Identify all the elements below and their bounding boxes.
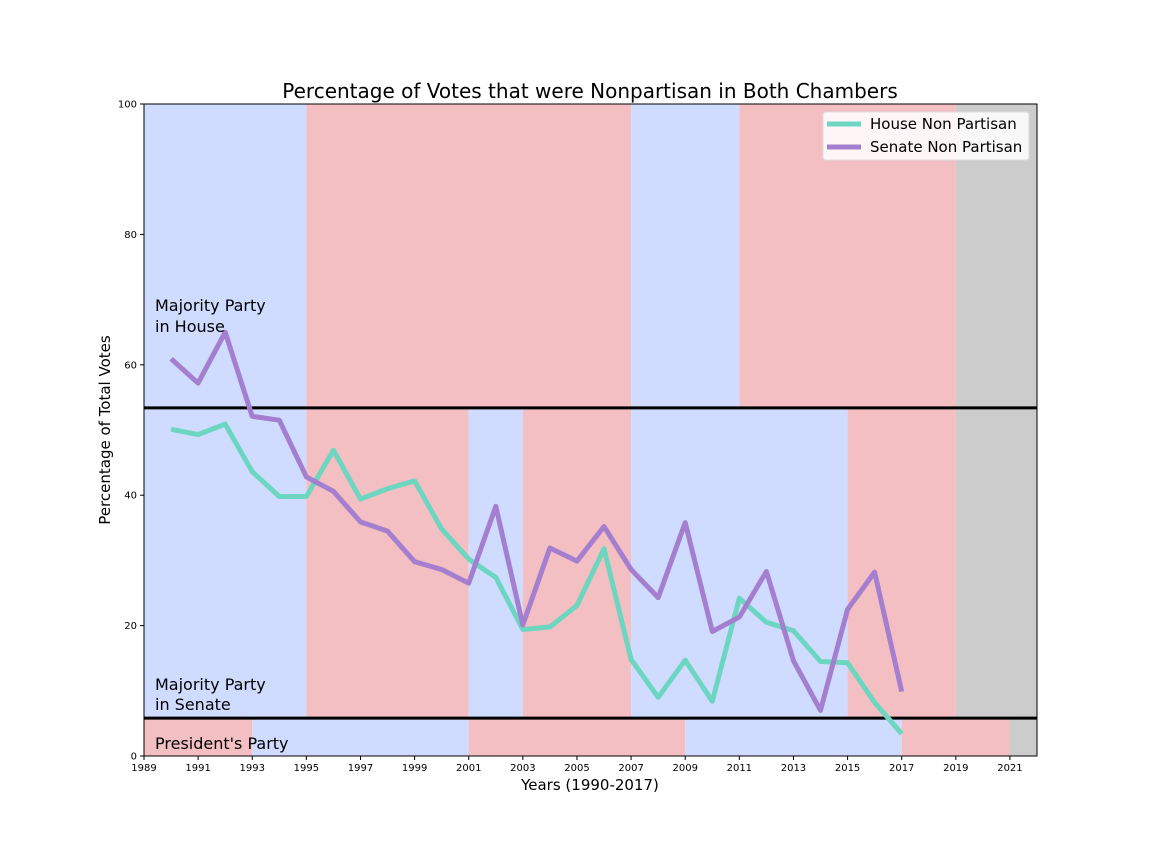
x-tick-label-1995: 1995	[294, 763, 319, 774]
x-tick-label-2013: 2013	[781, 763, 806, 774]
x-tick-label-2007: 2007	[618, 763, 643, 774]
senate-section-label-line2: in Senate	[155, 695, 231, 714]
series-lines	[169, 329, 905, 736]
x-tick-label-2001: 2001	[456, 763, 481, 774]
y-axis-label: Percentage of Total Votes	[96, 335, 114, 525]
y-tick-label-80: 80	[124, 230, 137, 241]
house-band-democrat-2	[631, 104, 740, 408]
legend-label-senate: Senate Non Partisan	[870, 138, 1022, 156]
house-band-republican-1	[306, 104, 632, 408]
x-tick-label-1997: 1997	[348, 763, 373, 774]
x-tick-label-2021: 2021	[997, 763, 1022, 774]
senate-band-republican-1	[306, 407, 469, 719]
president-band-democrat-1	[252, 718, 469, 756]
x-tick-label-2019: 2019	[943, 763, 968, 774]
senate-band-democrat-0	[144, 407, 307, 719]
x-tick-label-2009: 2009	[672, 763, 697, 774]
x-tick-label-1999: 1999	[402, 763, 427, 774]
x-axis-ticks: 1989 1991 1993 1995 1997 1999 2001 2003 2005 2007…	[131, 756, 1023, 774]
y-tick-label-0: 0	[131, 752, 137, 763]
x-tick-label-2003: 2003	[510, 763, 535, 774]
legend: House Non Partisan Senate Non Partisan	[822, 111, 1030, 161]
chart-title: Percentage of Votes that were Nonpartisa…	[282, 79, 897, 103]
x-tick-label-2005: 2005	[564, 763, 589, 774]
senate-band-future-6	[955, 407, 1037, 719]
y-tick-label-20: 20	[124, 621, 137, 632]
president-band-democrat-3	[685, 718, 902, 756]
senate-section-label-line1: Majority Party	[155, 675, 266, 694]
y-tick-label-100: 100	[118, 100, 137, 111]
president-band-future-5	[1009, 718, 1037, 756]
president-section-label: President's Party	[155, 734, 289, 753]
x-tick-label-2015: 2015	[835, 763, 860, 774]
series-line-house	[170, 421, 904, 736]
house-band-democrat-0	[144, 104, 307, 408]
y-tick-label-60: 60	[124, 360, 137, 371]
x-axis-label: Years (1990-2017)	[520, 776, 659, 794]
series-line-senate	[169, 329, 905, 713]
legend-label-house: House Non Partisan	[870, 115, 1017, 133]
house-section-label-line1: Majority Party	[155, 296, 266, 315]
x-tick-label-2017: 2017	[889, 763, 914, 774]
y-axis-ticks: 0 20 40 60 80 100	[118, 100, 144, 763]
senate-band-republican-5	[847, 407, 956, 719]
president-band-republican-0	[144, 718, 253, 756]
legend-box	[822, 111, 1030, 161]
plot-frame	[143, 103, 1038, 757]
house-section-label-line2: in House	[155, 317, 225, 336]
x-tick-label-1989: 1989	[131, 763, 156, 774]
president-band-republican-4	[901, 718, 1010, 756]
x-tick-label-1993: 1993	[240, 763, 265, 774]
y-tick-label-40: 40	[124, 491, 137, 502]
x-tick-label-1991: 1991	[185, 763, 210, 774]
senate-band-democrat-4	[631, 407, 848, 719]
x-tick-label-2011: 2011	[727, 763, 752, 774]
president-band-republican-2	[468, 718, 686, 756]
party-bands	[144, 104, 1037, 756]
